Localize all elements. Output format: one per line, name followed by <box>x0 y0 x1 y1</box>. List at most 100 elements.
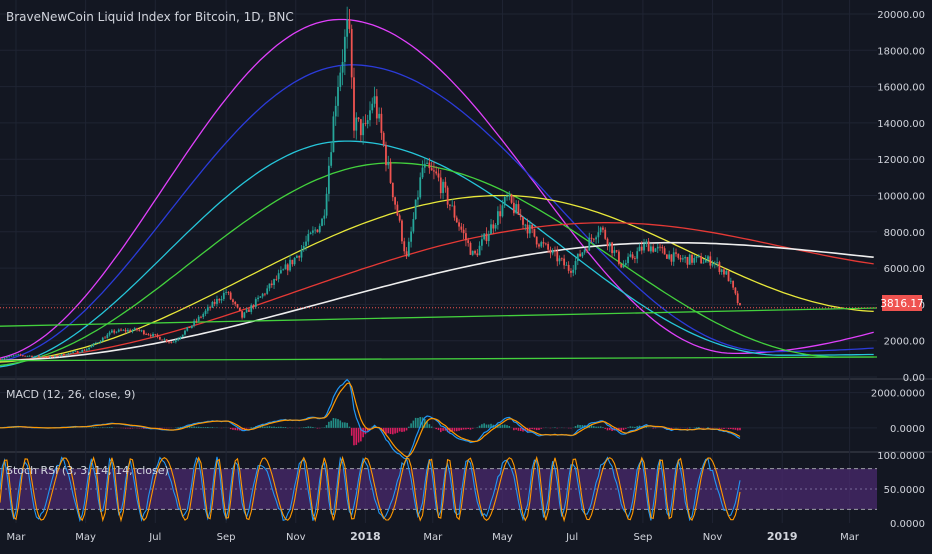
candle-body <box>350 28 353 78</box>
candle-body <box>579 253 581 257</box>
candle-body <box>161 339 164 341</box>
candle-body <box>474 250 476 254</box>
candle-body <box>8 356 11 358</box>
candle-body <box>186 327 189 331</box>
candle-body <box>739 303 741 306</box>
candle-body <box>364 123 367 125</box>
candle-body <box>691 254 693 263</box>
candle-body <box>104 337 106 339</box>
price-tick-label: 16000.00 <box>877 83 925 94</box>
candle-body <box>339 72 342 87</box>
candle-body <box>396 204 399 216</box>
candle-body <box>325 193 328 216</box>
candle-body <box>656 246 659 249</box>
x-tick-label: Nov <box>286 532 306 543</box>
candle-body <box>72 351 74 353</box>
candle-body <box>209 307 212 308</box>
candle-body <box>277 273 280 280</box>
candle-body <box>346 19 349 37</box>
candle-body <box>542 242 545 244</box>
candle-body <box>241 311 243 318</box>
candle-body <box>620 263 623 268</box>
candle-body <box>645 241 648 244</box>
candle-body <box>234 301 237 305</box>
candle-body <box>707 256 709 260</box>
price-tick-label: 2000.00 <box>884 337 925 348</box>
candle-body <box>478 245 481 256</box>
candle-body <box>627 256 629 264</box>
candle-body <box>465 233 467 241</box>
candle-body <box>611 242 613 254</box>
candle-body <box>268 283 271 289</box>
candle-body <box>81 349 84 353</box>
candle-body <box>378 113 381 119</box>
candle-body <box>318 225 321 233</box>
candle-body <box>597 232 600 238</box>
price-tick-label: 18000.00 <box>877 46 925 57</box>
candle-body <box>439 177 442 194</box>
candle-body <box>56 355 58 357</box>
candle-body <box>261 293 264 297</box>
candle-body <box>595 237 597 240</box>
price-tick-label: 12000.00 <box>877 155 925 166</box>
candle-body <box>647 241 650 252</box>
candle-body <box>5 357 8 359</box>
candle-body <box>117 329 120 332</box>
candle-body <box>716 262 719 263</box>
candle-body <box>28 355 31 357</box>
candle-body <box>508 194 511 196</box>
candle-body <box>243 312 246 318</box>
candle-body <box>654 248 657 252</box>
candle-body <box>17 354 20 356</box>
price-tick-label: 20000.00 <box>877 10 925 21</box>
candle-body <box>353 77 355 131</box>
candle-body <box>69 352 72 354</box>
candle-body <box>702 262 705 264</box>
rsi-tick-label: 0.0000 <box>890 519 925 530</box>
candle-body <box>567 264 570 271</box>
candle-body <box>449 204 451 206</box>
price-candles <box>0 6 741 361</box>
candle-body <box>124 329 127 332</box>
candle-body <box>711 263 714 266</box>
candle-body <box>76 351 79 353</box>
candle-body <box>535 236 538 245</box>
candle-body <box>174 340 177 342</box>
candle-body <box>681 258 684 260</box>
x-tick-label: 2019 <box>767 530 798 543</box>
candle-body <box>195 320 198 322</box>
candle-body <box>24 355 27 357</box>
candle-body <box>551 250 554 254</box>
candle-body <box>713 262 716 264</box>
candle-body <box>501 205 504 217</box>
candle-body <box>677 253 680 258</box>
candle-body <box>330 152 333 166</box>
candle-body <box>188 327 191 329</box>
candle-body <box>590 237 593 239</box>
candle-body <box>83 349 86 351</box>
candle-body <box>42 356 45 358</box>
candle-body <box>487 234 490 242</box>
candle-body <box>115 331 118 333</box>
candle-body <box>640 246 643 251</box>
candle-body <box>129 329 132 332</box>
candle-body <box>512 202 515 214</box>
indicator-lines <box>0 378 741 523</box>
candle-body <box>106 334 109 339</box>
candle-body <box>606 238 609 247</box>
candle-body <box>412 219 415 232</box>
candle-body <box>533 228 536 237</box>
candle-body <box>165 339 168 342</box>
candle-body <box>496 211 499 226</box>
candle-body <box>476 253 479 256</box>
candle-body <box>355 117 358 131</box>
candle-body <box>314 229 317 231</box>
candle-body <box>337 86 339 106</box>
candle-body <box>266 288 269 294</box>
candle-body <box>419 177 422 198</box>
stoch-d-line <box>0 455 741 523</box>
overlay-curve <box>0 18 874 359</box>
candle-body <box>485 233 488 242</box>
x-tick-label: Nov <box>703 532 723 543</box>
